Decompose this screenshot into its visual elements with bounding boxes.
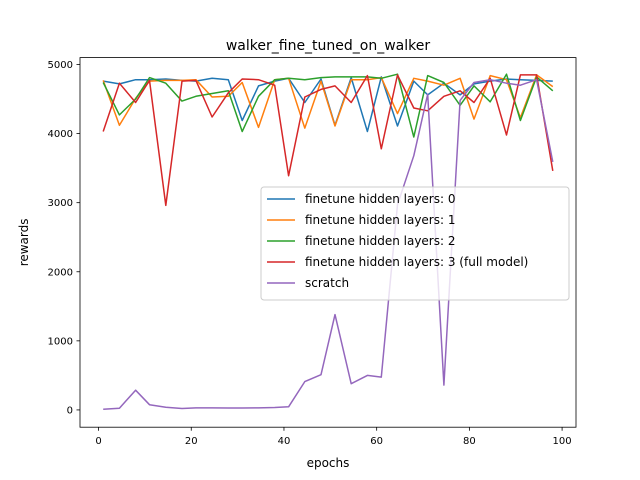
- series-line-3: [102, 74, 554, 207]
- x-tick-label: 80: [463, 436, 476, 447]
- legend-label-4: scratch: [305, 276, 349, 290]
- x-tick-label: 40: [278, 436, 291, 447]
- series-line-1: [102, 74, 554, 129]
- legend-label-1: finetune hidden layers: 1: [305, 213, 456, 227]
- legend-box: [260, 186, 570, 301]
- x-tick-label: 60: [370, 436, 383, 447]
- y-tick-label: 1000: [48, 336, 73, 347]
- x-axis-label: epochs: [307, 456, 350, 470]
- y-axis: 0 1000 2000 3000 4000 5000: [48, 60, 80, 416]
- series-layer: [102, 73, 554, 410]
- y-axis-label: rewards: [17, 218, 31, 266]
- y-tick-label: 4000: [48, 129, 73, 140]
- y-tick-label: 5000: [48, 60, 73, 71]
- x-tick-label: 0: [95, 436, 101, 447]
- x-tick-label: 20: [185, 436, 198, 447]
- x-axis: 0 20 40 60 80 100: [95, 427, 572, 447]
- legend-label-3: finetune hidden layers: 3 (full model): [305, 255, 528, 269]
- legend: finetune hidden layers: 0 finetune hidden…: [260, 186, 570, 301]
- x-tick-label: 100: [553, 436, 572, 447]
- plot-frame: [79, 57, 577, 428]
- y-tick-label: 3000: [48, 198, 73, 209]
- chart-title: walker_fine_tuned_on_walker: [226, 38, 431, 54]
- legend-label-0: finetune hidden layers: 0: [305, 192, 456, 206]
- legend-label-2: finetune hidden layers: 2: [305, 234, 456, 248]
- y-tick-label: 2000: [48, 267, 73, 278]
- series-line-4: [103, 78, 554, 410]
- y-tick-label: 0: [67, 405, 73, 416]
